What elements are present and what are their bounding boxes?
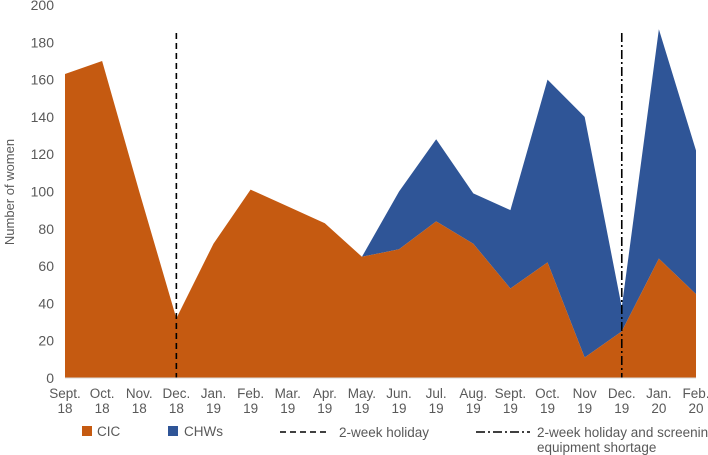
- plot-area: [65, 29, 696, 379]
- legend-item-chws: CHWs: [168, 424, 223, 439]
- y-axis-label: Number of women: [2, 139, 17, 245]
- y-tick-label: 20: [38, 333, 54, 349]
- annotation-lines: [175, 32, 623, 378]
- x-tick-label: Jul. 19: [426, 386, 447, 416]
- legend-item-holiday-shortage: 2-week holiday and screening equipment s…: [476, 425, 708, 455]
- y-tick-labels: 0 20 40 60 80 100 120 140 160 180 200: [31, 0, 55, 386]
- legend-swatch-chws: [168, 426, 178, 436]
- x-tick-label: Dec. 18: [162, 386, 190, 416]
- area-chws: [65, 29, 696, 358]
- y-tick-label: 120: [31, 146, 55, 162]
- x-tick-label: Jun. 19: [386, 386, 412, 416]
- x-tick-label: Sept. 18: [49, 386, 81, 416]
- y-tick-label: 100: [31, 184, 55, 200]
- x-tick-label: Mar. 19: [275, 386, 301, 416]
- y-tick-label: 60: [38, 258, 54, 274]
- x-tick-labels: Sept. 18 Oct. 18 Nov. 18 Dec. 18 Jan. 19 Feb. 19 Mar…: [49, 386, 708, 416]
- x-tick-label: Nov 19: [573, 386, 597, 416]
- area-cic: [65, 60, 696, 378]
- x-tick-label: Aug. 19: [459, 386, 487, 416]
- legend-swatch-cic: [82, 426, 92, 436]
- legend-item-cic: CIC: [82, 424, 121, 439]
- legend-label-cic: CIC: [97, 424, 121, 439]
- y-tick-label: 160: [31, 72, 55, 88]
- y-tick-label: 180: [31, 34, 55, 50]
- x-tick-label: Feb. 20: [682, 386, 708, 416]
- x-tick-label: Jan. 19: [201, 386, 227, 416]
- legend-label-holiday-shortage-line2: equipment shortage: [537, 440, 656, 455]
- y-tick-label: 0: [46, 370, 54, 386]
- x-tick-label: Apr. 19: [313, 386, 337, 416]
- x-tick-label: Dec. 19: [608, 386, 636, 416]
- y-axis: Number of women 0 20 40 60 80 100 120 140 160 180…: [2, 0, 54, 386]
- x-tick-label: Oct. 18: [90, 386, 115, 416]
- y-tick-label: 40: [38, 295, 54, 311]
- legend-item-holiday: 2-week holiday: [280, 425, 429, 440]
- x-tick-label: Nov. 18: [126, 386, 153, 416]
- x-tick-label: Jan. 20: [646, 386, 672, 416]
- legend-label-holiday: 2-week holiday: [339, 425, 429, 440]
- y-tick-label: 200: [31, 0, 55, 13]
- x-tick-label: Sept. 19: [495, 386, 527, 416]
- x-tick-label: May. 19: [348, 386, 376, 416]
- area-series: [65, 29, 696, 378]
- y-tick-label: 80: [38, 221, 54, 237]
- x-tick-label: Feb. 19: [237, 386, 264, 416]
- legend-label-chws: CHWs: [184, 424, 223, 439]
- legend-label-holiday-shortage-line1: 2-week holiday and screening: [537, 425, 708, 440]
- x-tick-label: Oct. 19: [535, 386, 560, 416]
- y-tick-label: 140: [31, 109, 55, 125]
- legend: CIC CHWs 2-week holiday 2-week holiday a…: [82, 424, 708, 455]
